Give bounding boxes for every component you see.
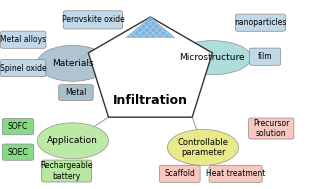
FancyBboxPatch shape [236, 14, 285, 31]
FancyBboxPatch shape [59, 85, 93, 101]
FancyBboxPatch shape [249, 118, 294, 139]
FancyBboxPatch shape [1, 60, 46, 77]
FancyBboxPatch shape [2, 144, 34, 160]
Text: Application: Application [47, 136, 98, 145]
Text: Controllable
parameter: Controllable parameter [178, 138, 228, 157]
Polygon shape [88, 17, 212, 117]
Text: Materials: Materials [52, 59, 94, 68]
Text: Metal alloys: Metal alloys [0, 35, 46, 44]
Text: Metal: Metal [65, 88, 86, 97]
Text: Spinel oxide: Spinel oxide [0, 64, 46, 73]
Text: Heat treatment: Heat treatment [206, 169, 265, 178]
FancyBboxPatch shape [209, 165, 262, 183]
FancyBboxPatch shape [249, 48, 281, 65]
Polygon shape [126, 17, 175, 38]
Ellipse shape [174, 41, 251, 75]
Text: Infiltration: Infiltration [113, 94, 188, 107]
Ellipse shape [37, 45, 108, 81]
FancyBboxPatch shape [63, 11, 122, 29]
Text: film: film [258, 52, 272, 61]
Text: Microstructure: Microstructure [179, 53, 245, 62]
Ellipse shape [167, 129, 239, 165]
Text: Rechargeable
battery: Rechargeable battery [40, 161, 93, 181]
FancyBboxPatch shape [1, 31, 46, 48]
Text: nanoparticles: nanoparticles [234, 18, 286, 27]
Text: Scaffold: Scaffold [164, 169, 195, 178]
FancyBboxPatch shape [2, 119, 34, 135]
Text: SOEC: SOEC [8, 148, 28, 157]
FancyBboxPatch shape [42, 160, 92, 182]
FancyBboxPatch shape [159, 165, 200, 183]
Ellipse shape [37, 123, 108, 159]
Text: SOFC: SOFC [8, 122, 28, 131]
Text: Precursor
solution: Precursor solution [253, 119, 290, 138]
Text: Perovskite oxide: Perovskite oxide [62, 15, 124, 24]
